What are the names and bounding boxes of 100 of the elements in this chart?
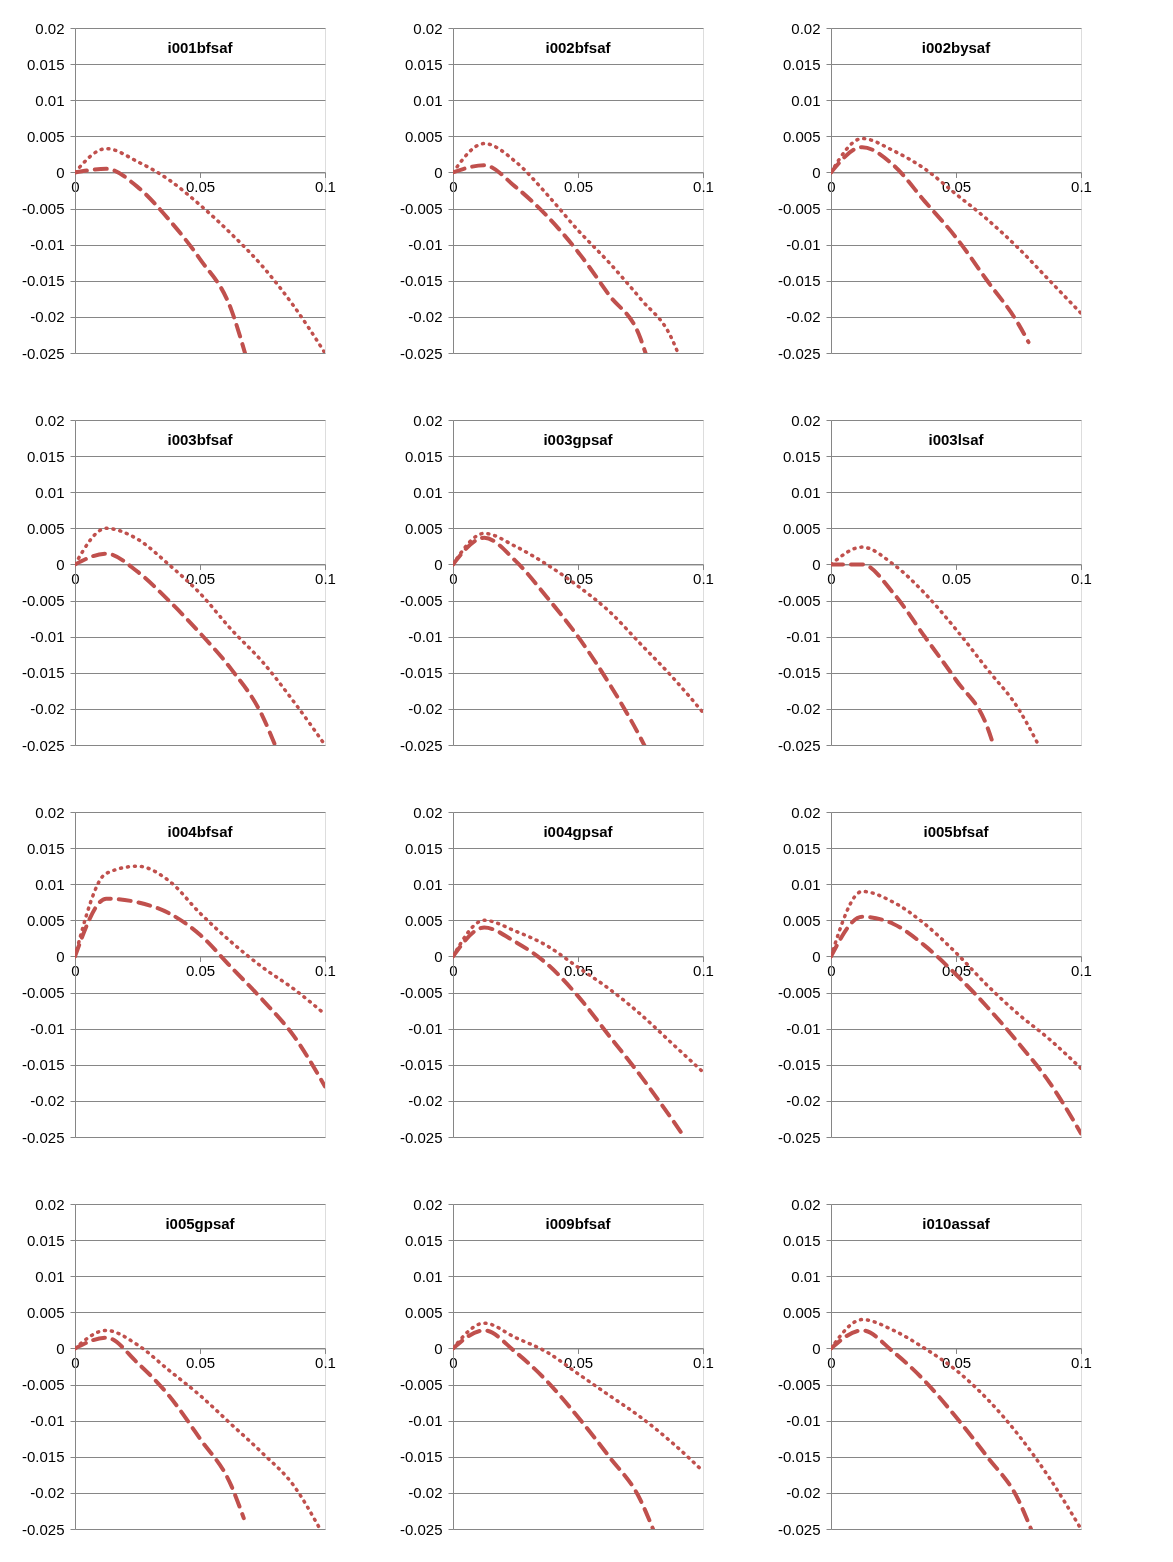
text: i010assaf <box>922 1215 991 1232</box>
x-tick-label: 0.1 <box>693 961 714 979</box>
y-tick-label: -0.01 <box>408 628 443 646</box>
y-tick-label: -0.02 <box>30 308 65 326</box>
y-tick-label: 0 <box>434 163 443 181</box>
y-tick-label: -0.02 <box>786 1484 821 1502</box>
x-tick-label: 0.1 <box>315 961 336 979</box>
y-tick-label: 0.01 <box>791 91 821 109</box>
y-tick-label: 0 <box>56 1339 65 1357</box>
y-tick-label: -0.01 <box>30 1412 65 1430</box>
y-tick-label: 0.02 <box>35 803 65 821</box>
y-tick-label: -0.005 <box>21 592 65 610</box>
y-tick-label: -0.01 <box>408 1020 443 1038</box>
y-tick-label: -0.025 <box>399 344 443 362</box>
y-tick-label: -0.015 <box>21 1056 65 1074</box>
y-tick-label: -0.025 <box>399 736 443 754</box>
y-tick-label: 0.005 <box>782 911 821 929</box>
y-tick-label: 0.005 <box>26 519 65 537</box>
y-tick-label: -0.005 <box>777 592 821 610</box>
x-tick-label: 0.1 <box>1071 961 1092 979</box>
y-tick-label: -0.02 <box>30 1484 65 1502</box>
x-tick-label: 0.1 <box>315 569 336 587</box>
y-tick-label: -0.02 <box>30 700 65 718</box>
y-tick-label: 0.015 <box>26 447 65 465</box>
y-tick-label: 0.02 <box>413 411 443 429</box>
y-tick-label: -0.015 <box>777 1448 821 1466</box>
y-tick-label: -0.01 <box>30 236 65 254</box>
y-tick-label: -0.01 <box>408 1412 443 1430</box>
y-tick-label: 0.01 <box>413 483 443 501</box>
text: i003lsaf <box>928 431 985 448</box>
y-tick-label: -0.02 <box>786 308 821 326</box>
y-tick-label: 0.005 <box>26 1303 65 1321</box>
y-tick-label: 0.005 <box>404 519 443 537</box>
y-tick-label: -0.025 <box>399 1128 443 1146</box>
y-tick-label: -0.005 <box>399 1376 443 1394</box>
y-tick-label: -0.015 <box>21 272 65 290</box>
y-tick-label: 0.02 <box>413 1195 443 1213</box>
y-tick-label: -0.015 <box>399 664 443 682</box>
x-tick-label: 0.05 <box>185 177 216 195</box>
y-tick-label: 0.005 <box>782 519 821 537</box>
y-tick-label: 0.015 <box>782 839 821 857</box>
y-tick-label: 0.015 <box>26 1231 65 1249</box>
y-tick-label: 0 <box>56 555 65 573</box>
y-tick-label: 0.01 <box>413 875 443 893</box>
y-tick-label: -0.01 <box>30 628 65 646</box>
y-tick-label: 0.015 <box>404 1231 443 1249</box>
y-tick-label: -0.02 <box>786 1092 821 1110</box>
y-tick-label: -0.005 <box>399 984 443 1002</box>
text: i004bfsaf <box>167 823 234 840</box>
y-tick-label: -0.015 <box>399 272 443 290</box>
y-tick-label: 0.01 <box>791 875 821 893</box>
y-tick-label: -0.015 <box>399 1448 443 1466</box>
y-tick-label: 0.015 <box>404 447 443 465</box>
y-tick-label: -0.025 <box>21 736 65 754</box>
y-tick-label: -0.015 <box>21 664 65 682</box>
x-tick-label: 0.05 <box>185 1353 216 1371</box>
y-tick-label: 0.005 <box>404 1303 443 1321</box>
y-tick-label: -0.02 <box>408 1484 443 1502</box>
y-tick-label: -0.025 <box>777 344 821 362</box>
x-tick-label: 0.1 <box>1071 177 1092 195</box>
y-tick-label: -0.025 <box>21 344 65 362</box>
x-tick-label: 0.1 <box>693 569 714 587</box>
y-tick-label: 0 <box>434 555 443 573</box>
y-tick-label: -0.025 <box>777 1520 821 1538</box>
x-tick-label: 0.05 <box>941 1353 972 1371</box>
y-tick-label: 0.01 <box>35 1267 65 1285</box>
y-tick-label: 0.02 <box>35 411 65 429</box>
y-tick-label: -0.005 <box>21 200 65 218</box>
y-tick-label: -0.015 <box>777 272 821 290</box>
y-tick-label: -0.01 <box>408 236 443 254</box>
y-tick-label: 0.005 <box>404 911 443 929</box>
y-tick-label: -0.005 <box>777 984 821 1002</box>
y-tick-label: -0.01 <box>786 1412 821 1430</box>
text: i002bysaf <box>921 39 992 56</box>
y-tick-label: 0.005 <box>26 911 65 929</box>
y-tick-label: 0.005 <box>404 127 443 145</box>
y-tick-label: -0.01 <box>786 236 821 254</box>
x-tick-label: 0.1 <box>693 1353 714 1371</box>
y-tick-label: 0.005 <box>782 127 821 145</box>
y-tick-label: 0.02 <box>791 19 821 37</box>
y-tick-label: 0.02 <box>35 19 65 37</box>
x-tick-label: 0.05 <box>185 569 216 587</box>
x-tick-label: 0.1 <box>315 1353 336 1371</box>
y-tick-label: 0.01 <box>791 1267 821 1285</box>
y-tick-label: 0.015 <box>26 839 65 857</box>
y-tick-label: -0.005 <box>399 592 443 610</box>
x-tick-label: 0.1 <box>693 177 714 195</box>
y-tick-label: -0.025 <box>777 1128 821 1146</box>
y-tick-label: 0.01 <box>791 483 821 501</box>
text: i005bfsaf <box>923 823 990 840</box>
y-tick-label: 0.02 <box>35 1195 65 1213</box>
y-tick-label: -0.02 <box>408 1092 443 1110</box>
y-tick-label: 0.015 <box>782 447 821 465</box>
y-tick-label: 0 <box>56 947 65 965</box>
y-tick-label: -0.015 <box>777 664 821 682</box>
y-tick-label: 0.02 <box>791 803 821 821</box>
y-tick-label: 0.02 <box>413 19 443 37</box>
text: i004gpsaf <box>543 823 614 840</box>
y-tick-label: -0.02 <box>408 308 443 326</box>
y-tick-label: -0.02 <box>30 1092 65 1110</box>
